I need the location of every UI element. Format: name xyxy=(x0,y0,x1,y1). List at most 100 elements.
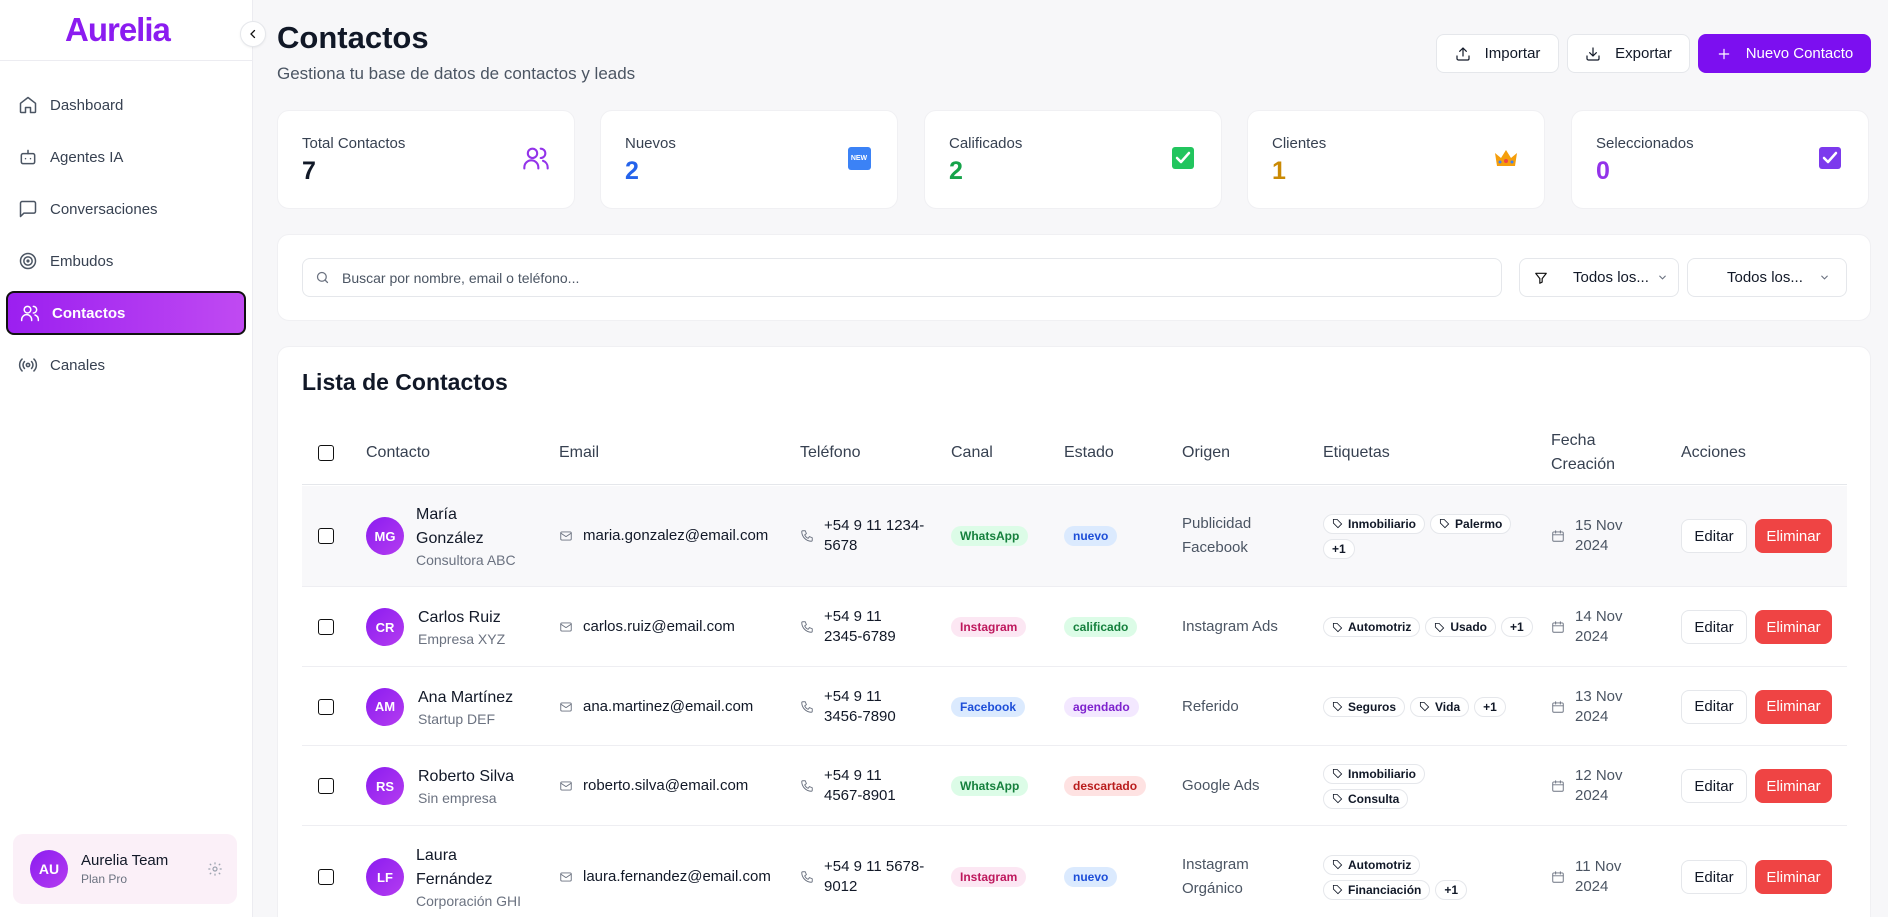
tag-label: Inmobiliario xyxy=(1348,516,1417,531)
tag-chip: Consulta xyxy=(1323,788,1409,809)
tag-more-chip[interactable]: +1 xyxy=(1501,617,1533,637)
tag-more-chip[interactable]: +1 xyxy=(1323,538,1355,559)
sidebar-item-canales[interactable]: Canales xyxy=(6,343,246,387)
sidebar-item-embudos[interactable]: Embudos xyxy=(6,239,246,283)
download-icon xyxy=(1586,46,1600,61)
table-row[interactable]: CR Carlos Ruiz Empresa XYZ carlos.ruiz@e… xyxy=(302,588,1847,667)
delete-button[interactable]: Eliminar xyxy=(1755,519,1832,553)
status-badge: agendado xyxy=(1064,696,1139,717)
date-line1: 15 Nov xyxy=(1575,517,1623,534)
user-plan: Plan Pro xyxy=(81,872,128,886)
contact-phone-line2: 9012 xyxy=(824,878,858,895)
tag-more-chip[interactable]: +1 xyxy=(1435,879,1468,900)
col-phone[interactable]: Teléfono xyxy=(800,444,861,461)
contact-phone-line1: +54 9 11 xyxy=(824,767,882,784)
broadcast-icon xyxy=(18,358,38,372)
contact-company: Startup DEF xyxy=(418,710,496,727)
import-label: Importar xyxy=(1484,45,1541,62)
filter-channel-select[interactable]: Todos los... xyxy=(1687,258,1847,297)
date-line1: 11 Nov xyxy=(1575,858,1622,875)
col-channel[interactable]: Canal xyxy=(951,444,993,461)
filter-status-value: Todos los... xyxy=(1573,269,1649,286)
collapse-sidebar-button[interactable] xyxy=(240,21,266,47)
contact-email: ana.martinez@email.com xyxy=(583,697,754,715)
contact-name-line2[interactable]: González xyxy=(416,530,484,547)
search-input[interactable] xyxy=(342,269,1442,286)
stat-label: Seleccionados xyxy=(1596,135,1694,152)
edit-button[interactable]: Editar xyxy=(1681,860,1747,894)
row-checkbox[interactable] xyxy=(318,778,334,794)
delete-button[interactable]: Eliminar xyxy=(1755,860,1832,894)
col-contact[interactable]: Contacto xyxy=(366,444,431,461)
tag-icon xyxy=(1332,884,1343,895)
row-checkbox[interactable] xyxy=(318,869,334,885)
tag-chip: Palermo xyxy=(1430,513,1512,534)
col-origin[interactable]: Origen xyxy=(1182,444,1231,461)
contact-name-line1[interactable]: Laura xyxy=(416,847,457,864)
new-contact-label: Nuevo Contacto xyxy=(1745,45,1854,62)
contact-name-line1[interactable]: María xyxy=(416,506,457,523)
new-contact-button[interactable]: Nuevo Contacto xyxy=(1698,34,1871,73)
sidebar-item-label: Agentes IA xyxy=(50,148,124,166)
upload-icon xyxy=(1455,46,1470,61)
contact-name-line1[interactable]: Ana Martínez xyxy=(418,688,514,706)
stat-card-calificados: Calificados 2 xyxy=(924,110,1222,209)
col-tags[interactable]: Etiquetas xyxy=(1323,444,1390,461)
filter-icon xyxy=(1535,272,1547,284)
export-button[interactable]: Exportar xyxy=(1567,34,1690,73)
avatar: CR xyxy=(366,608,404,646)
tag-chip: Vida xyxy=(1410,696,1470,717)
select-all-checkbox[interactable] xyxy=(318,445,334,461)
col-email[interactable]: Email xyxy=(559,444,600,461)
calendar-icon xyxy=(1552,700,1564,713)
delete-button[interactable]: Eliminar xyxy=(1755,769,1832,803)
stat-label: Total Contactos xyxy=(302,135,406,152)
page-title: Contactos xyxy=(277,20,429,55)
delete-button[interactable]: Eliminar xyxy=(1755,689,1832,724)
filter-status-select[interactable]: Todos los... xyxy=(1519,258,1679,297)
edit-button[interactable]: Editar xyxy=(1681,610,1747,644)
phone-icon xyxy=(801,621,813,633)
tag-more-chip[interactable]: +1 xyxy=(1474,696,1506,717)
sidebar-item-conversaciones[interactable]: Conversaciones xyxy=(6,187,246,231)
tag-icon xyxy=(1332,768,1343,779)
contact-name-line1[interactable]: Carlos Ruiz xyxy=(418,609,501,626)
edit-button[interactable]: Editar xyxy=(1681,519,1747,553)
app-logo[interactable]: Aurelia xyxy=(65,11,171,48)
sidebar-item-dashboard[interactable]: Dashboard xyxy=(6,83,246,127)
tag-chip: Inmobiliario xyxy=(1323,513,1426,534)
phone-icon xyxy=(801,530,813,542)
tag-label: Seguros xyxy=(1348,699,1397,714)
user-card[interactable]: AU Aurelia Team Plan Pro xyxy=(13,834,237,904)
contact-name-line1[interactable]: Roberto Silva xyxy=(418,768,515,785)
row-checkbox[interactable] xyxy=(318,619,334,635)
table-row[interactable]: RS Roberto Silva Sin empresa roberto.sil… xyxy=(302,747,1847,826)
import-button[interactable]: Importar xyxy=(1436,34,1559,73)
table-row[interactable]: LF Laura Fernández Corporación GHI laura… xyxy=(302,827,1847,917)
home-icon xyxy=(19,96,37,114)
edit-button[interactable]: Editar xyxy=(1681,689,1747,724)
row-checkbox[interactable] xyxy=(318,528,334,544)
row-checkbox[interactable] xyxy=(318,698,334,715)
export-label: Exportar xyxy=(1615,45,1672,62)
col-status[interactable]: Estado xyxy=(1064,444,1114,461)
origin-line1: Instagram xyxy=(1182,856,1249,873)
checked-box-icon xyxy=(1816,144,1844,172)
delete-button[interactable]: Eliminar xyxy=(1755,610,1832,644)
edit-button[interactable]: Editar xyxy=(1681,769,1747,803)
status-badge: descartado xyxy=(1064,776,1147,796)
sidebar-item-contactos[interactable]: Contactos xyxy=(6,291,246,335)
contact-email: carlos.ruiz@email.com xyxy=(583,618,735,635)
sidebar-item-agentes-ia[interactable]: Agentes IA xyxy=(6,135,246,179)
contact-name-line2[interactable]: Fernández xyxy=(416,871,493,888)
tag-chip: Seguros xyxy=(1323,696,1406,717)
col-date[interactable]: Fecha Creación xyxy=(1551,421,1615,485)
contact-phone-line2: 5678 xyxy=(824,537,858,554)
origin-line2: Orgánico xyxy=(1182,880,1243,897)
tag-label: Automotriz xyxy=(1348,857,1412,872)
table-row[interactable]: MG María González Consultora ABC maria.g… xyxy=(302,486,1847,587)
table-header: Contacto Email Teléfono Canal Estado Ori… xyxy=(302,421,1847,485)
table-row[interactable]: AM Ana Martínez Startup DEF ana.martinez… xyxy=(302,668,1847,746)
gear-icon[interactable] xyxy=(207,861,223,877)
tag-icon xyxy=(1332,518,1343,529)
